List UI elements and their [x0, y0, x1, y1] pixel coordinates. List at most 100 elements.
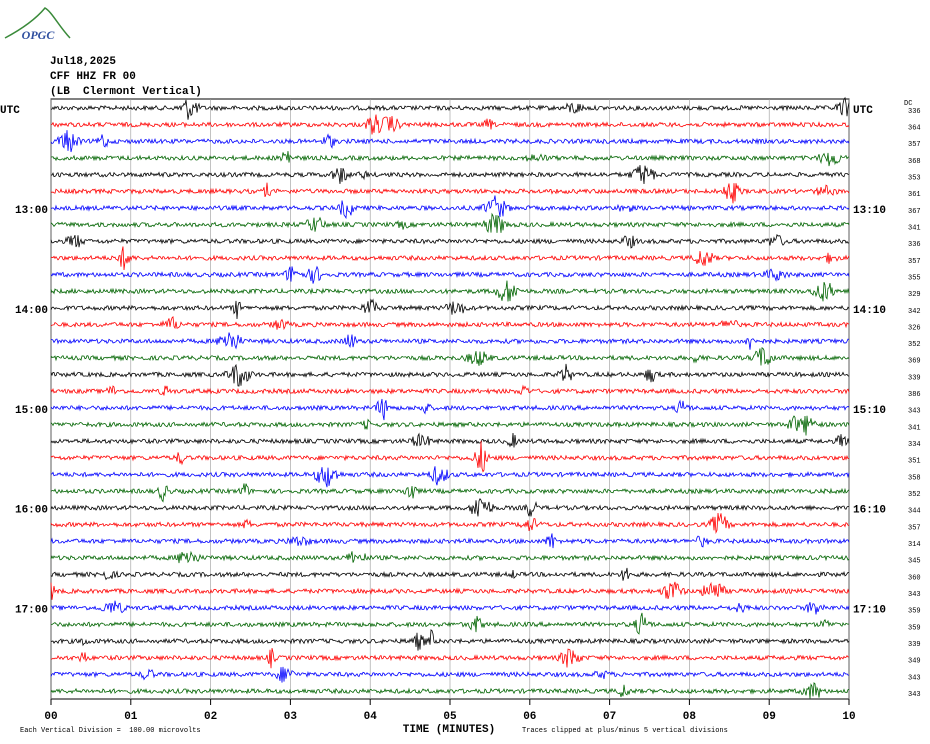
trace [50, 182, 850, 204]
trace [50, 130, 850, 153]
x-tick-label: 08 [683, 711, 697, 723]
dc-value: 343 [908, 691, 921, 699]
trace [50, 316, 850, 331]
dc-value: 357 [908, 524, 921, 532]
x-tick-label: 02 [204, 711, 217, 723]
trace [50, 114, 850, 135]
x-tick-label: 07 [603, 711, 616, 723]
trace [50, 550, 850, 564]
dc-value: 386 [908, 391, 921, 399]
trace [50, 195, 850, 220]
trace [50, 332, 850, 350]
dc-value: 355 [908, 274, 921, 282]
location: (LB Clermont Vertical) [50, 86, 202, 98]
right-time-label: 14:10 [853, 305, 886, 317]
dc-value: 339 [908, 374, 921, 382]
left-time-label: 16:00 [15, 505, 48, 517]
dc-value: 351 [908, 458, 921, 466]
trace [50, 415, 850, 436]
clip-note: Traces clipped at plus/minus 5 vertical … [522, 727, 728, 735]
trace [50, 246, 850, 271]
dc-value: 329 [908, 291, 921, 299]
x-tick-label: 03 [284, 711, 298, 723]
dc-value: 314 [908, 541, 921, 549]
trace [50, 629, 850, 651]
x-tick-label: 09 [763, 711, 776, 723]
x-tick-label: 00 [44, 711, 57, 723]
trace [50, 440, 850, 473]
dc-value: 339 [908, 641, 921, 649]
trace [50, 363, 850, 387]
trace [50, 233, 850, 249]
x-axis-title: TIME (MINUTES) [403, 724, 495, 736]
dc-value: 326 [908, 324, 921, 332]
dc-value: 357 [908, 258, 921, 266]
right-time-label: 16:10 [853, 505, 886, 517]
trace [50, 483, 850, 503]
dc-value: 352 [908, 491, 921, 499]
left-time-label: 15:00 [15, 405, 48, 417]
trace [50, 96, 850, 120]
dc-heading: DC [904, 100, 912, 108]
dc-value: 334 [908, 441, 921, 449]
dc-value: 343 [908, 408, 921, 416]
dc-value: 344 [908, 508, 921, 516]
x-tick-label: 04 [364, 711, 378, 723]
dc-value: 345 [908, 558, 921, 566]
x-tick-label: 10 [842, 711, 855, 723]
dc-value: 359 [908, 608, 921, 616]
station: CFF HHZ FR 00 [50, 71, 136, 83]
trace [50, 466, 850, 488]
dc-value: 353 [908, 174, 921, 182]
trace [50, 212, 850, 234]
trace [50, 533, 850, 549]
dc-value: 367 [908, 208, 921, 216]
dc-value: 360 [908, 574, 921, 582]
trace [50, 648, 850, 669]
dc-value: 358 [908, 474, 921, 482]
right-time-label: UTC [853, 105, 873, 117]
dc-value: 341 [908, 424, 921, 432]
x-tick-label: 06 [523, 711, 536, 723]
trace [50, 384, 850, 396]
trace [51, 600, 850, 615]
dc-value: 349 [908, 658, 921, 666]
dc-value: 364 [908, 125, 921, 133]
dc-value: 352 [908, 341, 921, 349]
trace [50, 682, 850, 699]
scale-note: Each Vertical Division = 100.00 microvol… [20, 727, 201, 735]
right-time-label: 13:10 [853, 205, 886, 217]
left-time-label: 17:00 [15, 605, 48, 617]
x-tick-label: 05 [443, 711, 457, 723]
left-time-label: 13:00 [15, 205, 48, 217]
right-time-label: 17:10 [853, 605, 886, 617]
dc-value: 341 [908, 224, 921, 232]
trace [50, 347, 850, 366]
trace [50, 512, 850, 534]
dc-value: 342 [908, 308, 921, 316]
dc-value: 369 [908, 358, 921, 366]
trace [50, 265, 850, 284]
dc-value: 368 [908, 158, 921, 166]
trace [50, 398, 850, 421]
dc-value: 336 [908, 241, 921, 249]
trace [50, 612, 850, 635]
trace [50, 280, 850, 302]
dc-value: 343 [908, 591, 921, 599]
trace [50, 666, 849, 683]
logo-arc [4, 7, 71, 39]
dc-value: 343 [908, 674, 921, 682]
trace [50, 165, 850, 185]
left-time-label: UTC [0, 105, 20, 117]
dc-value: 361 [908, 191, 921, 199]
trace [50, 567, 850, 581]
left-time-label: 14:00 [15, 305, 48, 317]
dc-value: 336 [908, 108, 921, 116]
trace [50, 581, 850, 600]
dc-value: 357 [908, 141, 921, 149]
x-tick-label: 01 [124, 711, 138, 723]
trace [50, 498, 849, 517]
date: Jul18,2025 [50, 56, 116, 68]
right-time-label: 15:10 [853, 405, 886, 417]
